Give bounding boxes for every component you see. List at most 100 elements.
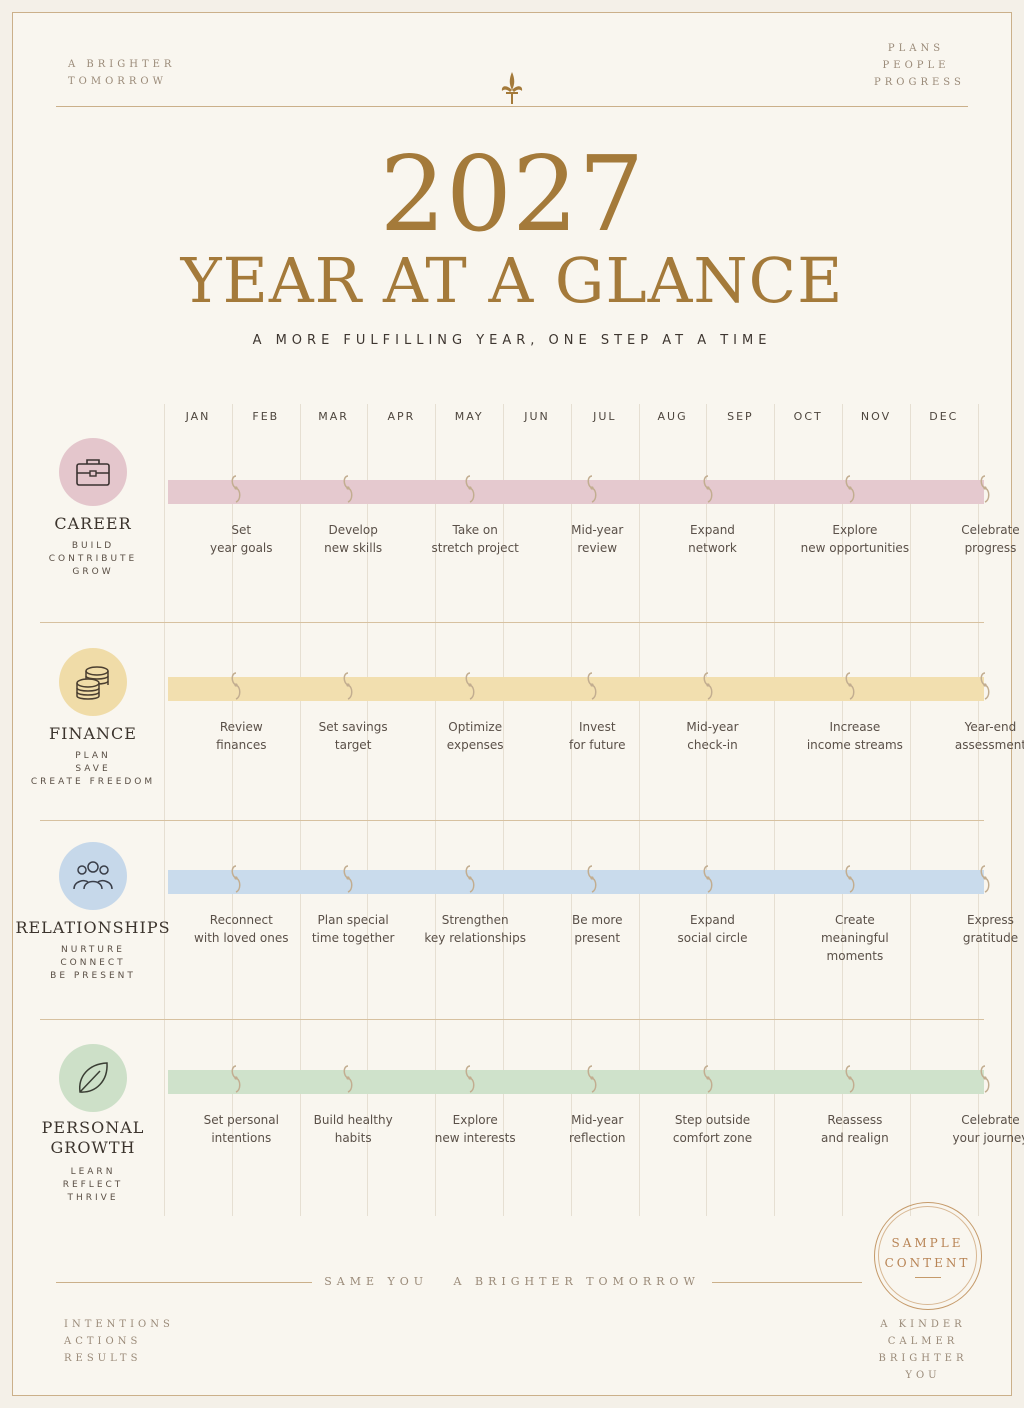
sample-stamp-rule bbox=[915, 1277, 941, 1278]
category-timeline-bar bbox=[168, 480, 984, 504]
coins-icon bbox=[73, 663, 113, 701]
binder-ring-icon bbox=[843, 671, 857, 700]
month-column-line bbox=[909, 404, 911, 1216]
sample-stamp-text: SAMPLE CONTENT bbox=[875, 1233, 980, 1273]
top-left-tag-line: A BRIGHTER bbox=[68, 59, 176, 70]
month-label: MAR bbox=[318, 410, 349, 423]
month-label: OCT bbox=[793, 410, 823, 423]
row-separator bbox=[40, 1019, 984, 1020]
binder-ring-icon bbox=[843, 1064, 857, 1093]
category-subtitle-line: NURTURE bbox=[61, 945, 125, 955]
sample-stamp-inner-ring bbox=[878, 1206, 977, 1305]
row-separator bbox=[40, 820, 984, 821]
category-subtitle-line: PLAN bbox=[75, 751, 111, 761]
coins-icon-badge bbox=[59, 648, 127, 716]
binder-ring-icon bbox=[701, 671, 715, 700]
category-title: FINANCE bbox=[49, 724, 137, 743]
category-subtitle-line: BE PRESENT bbox=[50, 971, 136, 981]
binder-ring-icon bbox=[585, 864, 599, 893]
milestone-goal: Step outside comfort zone bbox=[672, 1113, 753, 1145]
milestone-goal: Mid-year review bbox=[571, 523, 624, 555]
row-separator bbox=[40, 622, 984, 623]
month-column-line bbox=[367, 404, 369, 1216]
month-column-line bbox=[299, 404, 301, 1216]
bottom-right-tag-line: BRIGHTER YOU bbox=[878, 1353, 968, 1381]
month-column-line bbox=[774, 404, 776, 1216]
category-timeline-bar bbox=[168, 870, 984, 894]
month-column-line bbox=[570, 404, 572, 1216]
binder-ring-icon bbox=[701, 1064, 715, 1093]
category-subtitle-line: REFLECT bbox=[62, 1180, 124, 1190]
month-label: NOV bbox=[860, 410, 892, 423]
category-title: PERSONAL GROWTH bbox=[41, 1118, 145, 1157]
binder-ring-icon bbox=[585, 474, 599, 503]
category-timeline-bar bbox=[168, 1070, 984, 1094]
bottom-left-tag-line: INTENTIONS bbox=[64, 1319, 174, 1330]
category-subtitle-line: THRIVE bbox=[67, 1193, 119, 1203]
milestone-goal: Build healthy habits bbox=[313, 1113, 393, 1145]
binder-ring-icon bbox=[585, 671, 599, 700]
bottom-left-tag: INTENTIONS ACTIONS RESULTS bbox=[64, 1316, 174, 1367]
binder-ring-icon bbox=[463, 474, 477, 503]
month-label: JUN bbox=[524, 410, 550, 423]
category-subtitle: NURTURE CONNECT BE PRESENT bbox=[13, 944, 173, 983]
month-column-line bbox=[503, 404, 504, 1216]
milestone-goal: Take on stretch project bbox=[431, 523, 519, 555]
bottom-right-tag-line: CALMER bbox=[887, 1336, 959, 1347]
page-subtitle: A MORE FULFILLING YEAR, ONE STEP AT A TI… bbox=[252, 333, 772, 348]
category-subtitle-line: LEARN bbox=[70, 1167, 116, 1177]
milestone-goal: Increase income streams bbox=[806, 720, 903, 752]
milestone-goal: Express gratitude bbox=[962, 913, 1019, 945]
category-timeline-bar bbox=[168, 677, 984, 701]
category-subtitle: BUILD CONTRIBUTE GROW bbox=[13, 540, 173, 579]
briefcase-icon bbox=[74, 456, 112, 488]
fleur-de-lis-icon bbox=[501, 72, 523, 104]
sample-stamp-line: SAMPLE bbox=[891, 1236, 964, 1250]
binder-ring-icon bbox=[701, 864, 715, 893]
page-title: YEAR AT A GLANCE bbox=[180, 244, 844, 317]
binder-ring-icon bbox=[978, 864, 992, 893]
binder-ring-icon bbox=[843, 474, 857, 503]
category-subtitle: LEARN REFLECT THRIVE bbox=[13, 1166, 173, 1205]
milestone-goal: Develop new skills bbox=[324, 523, 383, 555]
footer-rule-left bbox=[56, 1282, 312, 1283]
month-label: APR bbox=[387, 410, 416, 423]
people-icon-badge bbox=[59, 842, 127, 910]
category-title: RELATIONSHIPS bbox=[15, 918, 171, 937]
top-right-tag-line: PROGRESS bbox=[874, 77, 965, 88]
bottom-right-tag-line: A KINDER bbox=[880, 1319, 966, 1330]
top-left-tag: A BRIGHTER TOMORROW bbox=[68, 56, 175, 90]
milestone-goal: Set personal intentions bbox=[203, 1113, 279, 1145]
category-subtitle-line: BUILD bbox=[71, 541, 115, 551]
bottom-left-tag-line: RESULTS bbox=[64, 1353, 142, 1364]
milestone-goal: Strengthen key relationships bbox=[424, 913, 526, 945]
milestone-goal: Mid-year check-in bbox=[686, 720, 739, 752]
bottom-left-tag-line: ACTIONS bbox=[64, 1336, 142, 1347]
month-column-line bbox=[638, 404, 640, 1216]
month-label: FEB bbox=[252, 410, 280, 423]
year-heading: 2027 bbox=[379, 133, 645, 255]
category-title: CAREER bbox=[54, 514, 132, 533]
month-label: JUL bbox=[593, 410, 617, 423]
milestone-goal: Create meaningful moments bbox=[820, 913, 889, 963]
milestone-goal: Year-end assessment bbox=[954, 720, 1024, 752]
sample-stamp-line: CONTENT bbox=[884, 1256, 971, 1270]
binder-ring-icon bbox=[229, 474, 243, 503]
header-rule bbox=[56, 106, 968, 107]
binder-ring-icon bbox=[701, 474, 715, 503]
top-left-tag-line: TOMORROW bbox=[68, 76, 167, 87]
category-subtitle-line: GROW bbox=[72, 567, 114, 577]
month-column-line bbox=[231, 404, 233, 1216]
category-subtitle-line: CONNECT bbox=[60, 958, 126, 968]
month-column-line bbox=[164, 404, 165, 1216]
binder-ring-icon bbox=[978, 474, 992, 503]
binder-ring-icon bbox=[843, 864, 857, 893]
milestone-goal: Mid-year reflection bbox=[568, 1113, 626, 1145]
footer-rule-right bbox=[712, 1282, 862, 1283]
top-right-tag-line: PLANS bbox=[887, 43, 945, 54]
milestone-goal: Invest for future bbox=[568, 720, 626, 752]
milestone-goal: Reconnect with loved ones bbox=[194, 913, 289, 945]
planner-page bbox=[12, 12, 1012, 1396]
month-column-line bbox=[842, 404, 843, 1216]
binder-ring-icon bbox=[463, 671, 477, 700]
